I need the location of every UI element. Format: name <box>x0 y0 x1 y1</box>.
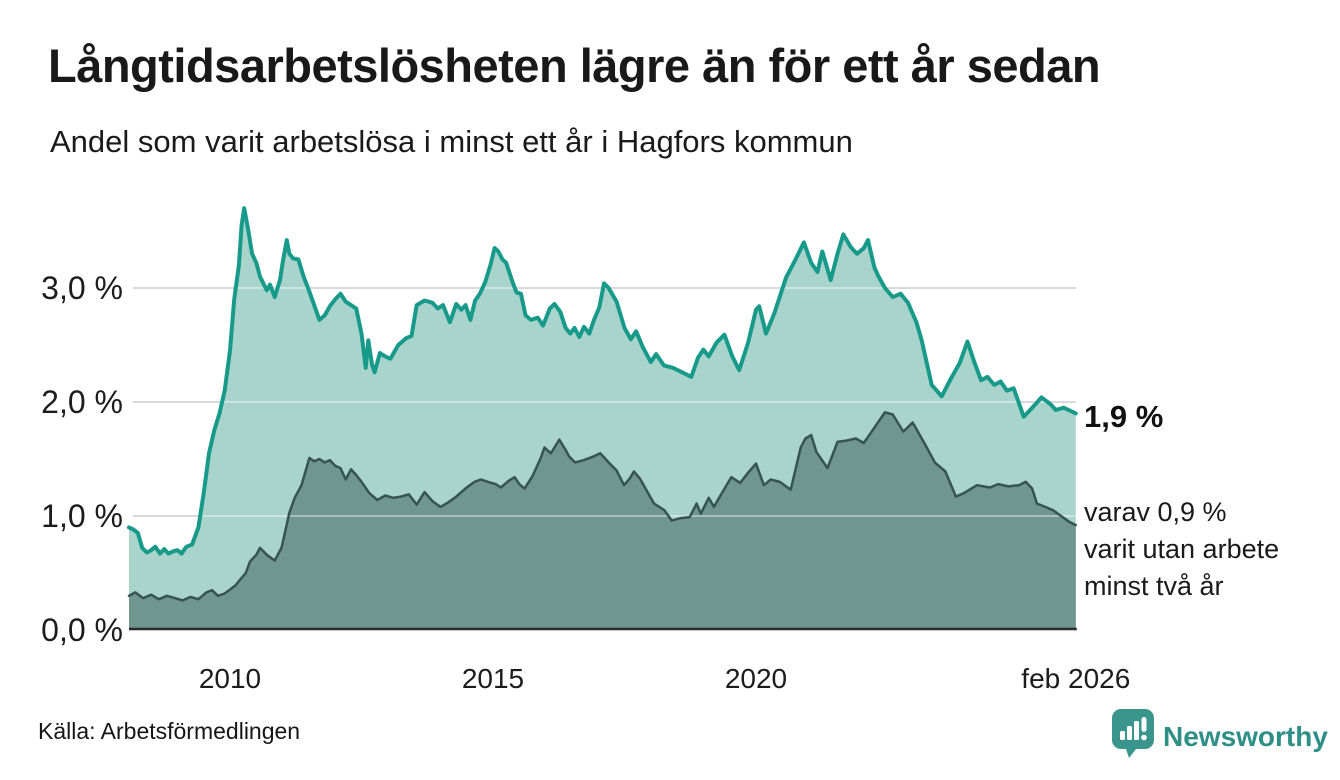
y-tick-label: 2,0 % <box>41 384 123 420</box>
secondary-value-annotation: varav 0,9 % varit utan arbete minst två … <box>1084 497 1280 601</box>
page-title: Långtidsarbetslösheten lägre än för ett … <box>48 39 1101 92</box>
y-tick-label: 3,0 % <box>41 270 123 306</box>
y-tick-label: 1,0 % <box>41 498 123 534</box>
x-tick-label: 2015 <box>462 663 524 694</box>
brand-logo: Newsworthy <box>1112 709 1328 764</box>
latest-value-annotation: 1,9 % <box>1084 399 1164 434</box>
x-tick-label: feb 2026 <box>1021 663 1130 694</box>
x-tick-label: 2020 <box>725 663 787 694</box>
page-subtitle: Andel som varit arbetslösa i minst ett å… <box>50 124 853 159</box>
brand-name: Newsworthy <box>1163 720 1328 752</box>
series2-line <box>127 411 1078 602</box>
series2-area <box>129 412 1076 630</box>
series1-line <box>127 206 1078 556</box>
source-credit: Källa: Arbetsförmedlingen <box>38 718 301 744</box>
x-tick-label: 2010 <box>199 663 261 694</box>
newsworthy-bubble-chart-icon <box>1112 709 1154 764</box>
y-tick-label: 0,0 % <box>41 612 123 648</box>
